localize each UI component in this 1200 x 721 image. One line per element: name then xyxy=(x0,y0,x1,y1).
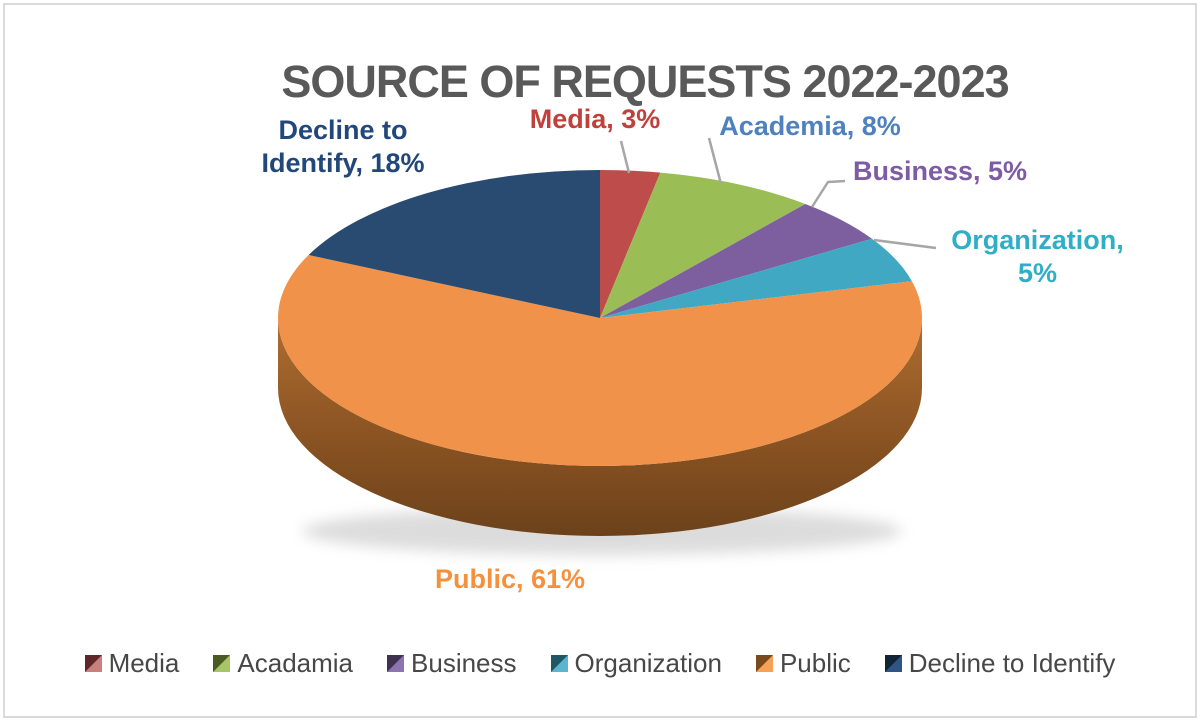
pie-side-wall xyxy=(278,318,922,536)
legend-swatch-icon xyxy=(213,655,231,672)
leader-line-organization xyxy=(873,238,937,250)
legend-item-media: Media xyxy=(84,648,180,679)
legend-swatch-icon xyxy=(884,655,902,672)
legend-label: Media xyxy=(108,648,180,678)
leader-line-academia xyxy=(707,137,723,185)
legend-swatch-icon xyxy=(84,655,102,672)
legend-label: Decline to Identify xyxy=(908,648,1116,678)
pie-slice-organization xyxy=(600,238,912,318)
legend-label: Acadamia xyxy=(237,648,354,678)
pie-slice-media xyxy=(600,169,661,318)
legend-swatch-icon xyxy=(387,655,405,672)
legend-item-business: Business xyxy=(387,648,517,679)
legend-item-decline-to-identify: Decline to Identify xyxy=(884,648,1116,679)
leader-line-media xyxy=(619,140,631,174)
data-label-public: Public, 61% xyxy=(434,564,586,594)
legend-item-organization: Organization xyxy=(550,648,722,679)
data-label-decline: Decline to Identify, 18% xyxy=(261,115,425,178)
legend-swatch-icon xyxy=(550,655,568,672)
legend-item-acadamia: Acadamia xyxy=(213,648,353,679)
leader-lines xyxy=(619,137,937,250)
leader-line-business xyxy=(810,179,846,208)
legend-label: Business xyxy=(411,648,517,678)
pie-slice-public xyxy=(277,255,922,466)
data-label-academia: Academia, 8% xyxy=(719,111,901,141)
legend-swatch-icon xyxy=(755,655,773,672)
chart-title: SOURCE OF REQUESTS 2022-2023 xyxy=(281,56,1009,108)
legend: Media Acadamia Business Organization Public D… xyxy=(0,648,1200,679)
legend-label: Public xyxy=(779,648,851,678)
pie-slice-business xyxy=(600,204,872,318)
pie-slice-academia xyxy=(600,172,806,318)
data-label-media: Media, 3% xyxy=(529,104,661,134)
data-label-organization: Organization, 5% xyxy=(951,225,1124,288)
pie-slice-decline-to-identify xyxy=(308,170,600,318)
legend-label: Organization xyxy=(574,648,722,678)
legend-item-public: Public xyxy=(755,648,851,679)
data-label-business: Business, 5% xyxy=(852,156,1028,186)
